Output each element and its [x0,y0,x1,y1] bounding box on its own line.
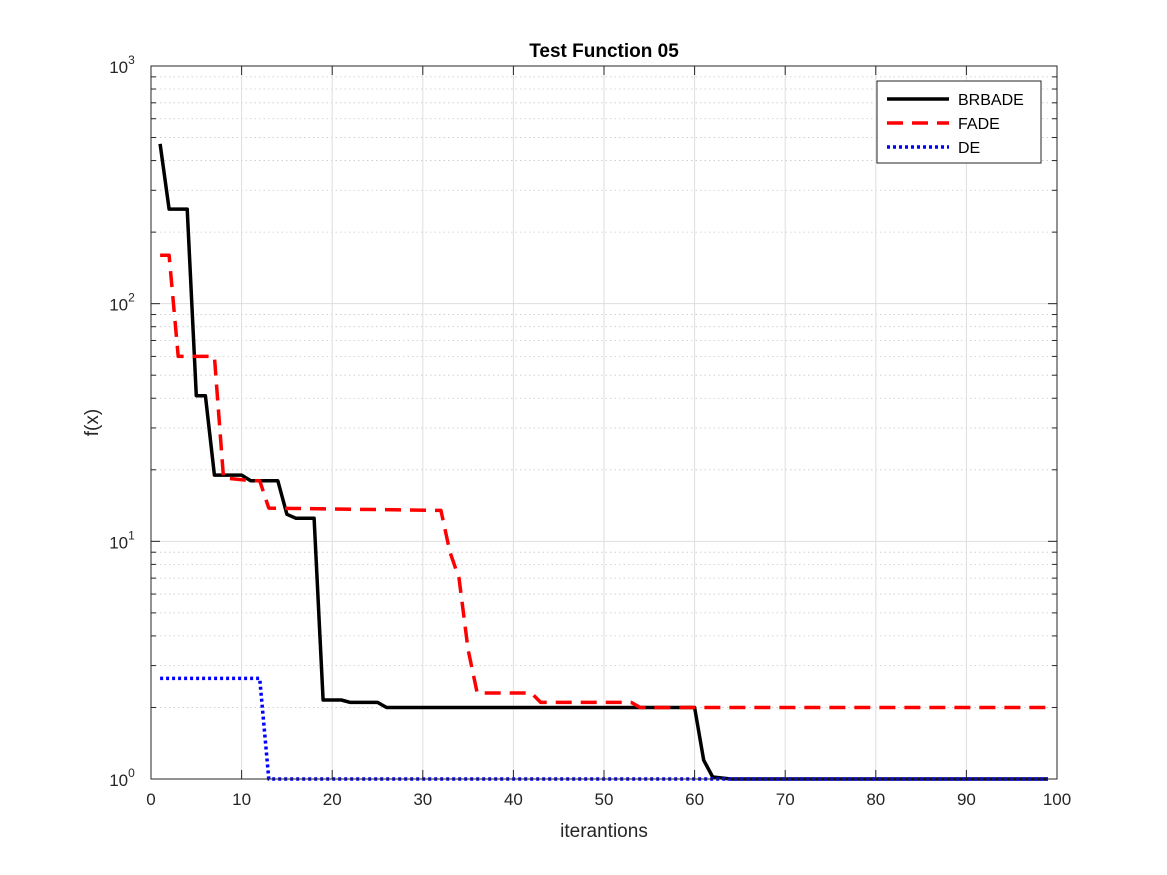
legend: BRBADE FADE DE [876,80,1042,164]
series-line-fade [160,253,1048,710]
y-tick-label: 100 [109,766,135,790]
legend-label-de: DE [958,140,980,157]
x-tick-label: 60 [685,790,704,809]
x-tick-label: 70 [776,790,795,809]
x-tick-label: 20 [323,790,342,809]
y-tick-base: 10 [109,533,128,552]
x-axis-title: iterantions [560,821,648,842]
y-tick-label: 101 [109,528,135,552]
x-tick-label: 90 [957,790,976,809]
x-tick-label: 0 [146,790,155,809]
y-tick-label: 103 [109,53,135,77]
y-tick-exponent: 2 [128,291,135,305]
y-axis-title: f(x) [82,409,103,436]
legend-label-fade: FADE [958,116,1000,133]
x-tick-label: 10 [232,790,251,809]
x-tick-label: 30 [413,790,432,809]
y-tick-base: 10 [109,771,128,790]
series-line-brbade [158,143,1048,781]
x-tick-label: 100 [1043,790,1071,809]
chart-title: Test Function 05 [529,41,679,62]
x-tick-label: 40 [504,790,523,809]
y-tick-exponent: 1 [128,528,135,542]
y-tick-exponent: 3 [128,53,135,67]
legend-box [876,80,1042,164]
x-tick-label: 80 [866,790,885,809]
y-tick-exponent: 0 [128,766,135,780]
y-tick-label: 102 [109,291,135,315]
y-tick-base: 10 [109,58,128,77]
y-tick-base: 10 [109,296,128,315]
legend-label-brbade: BRBADE [958,92,1024,109]
x-tick-label: 50 [595,790,614,809]
